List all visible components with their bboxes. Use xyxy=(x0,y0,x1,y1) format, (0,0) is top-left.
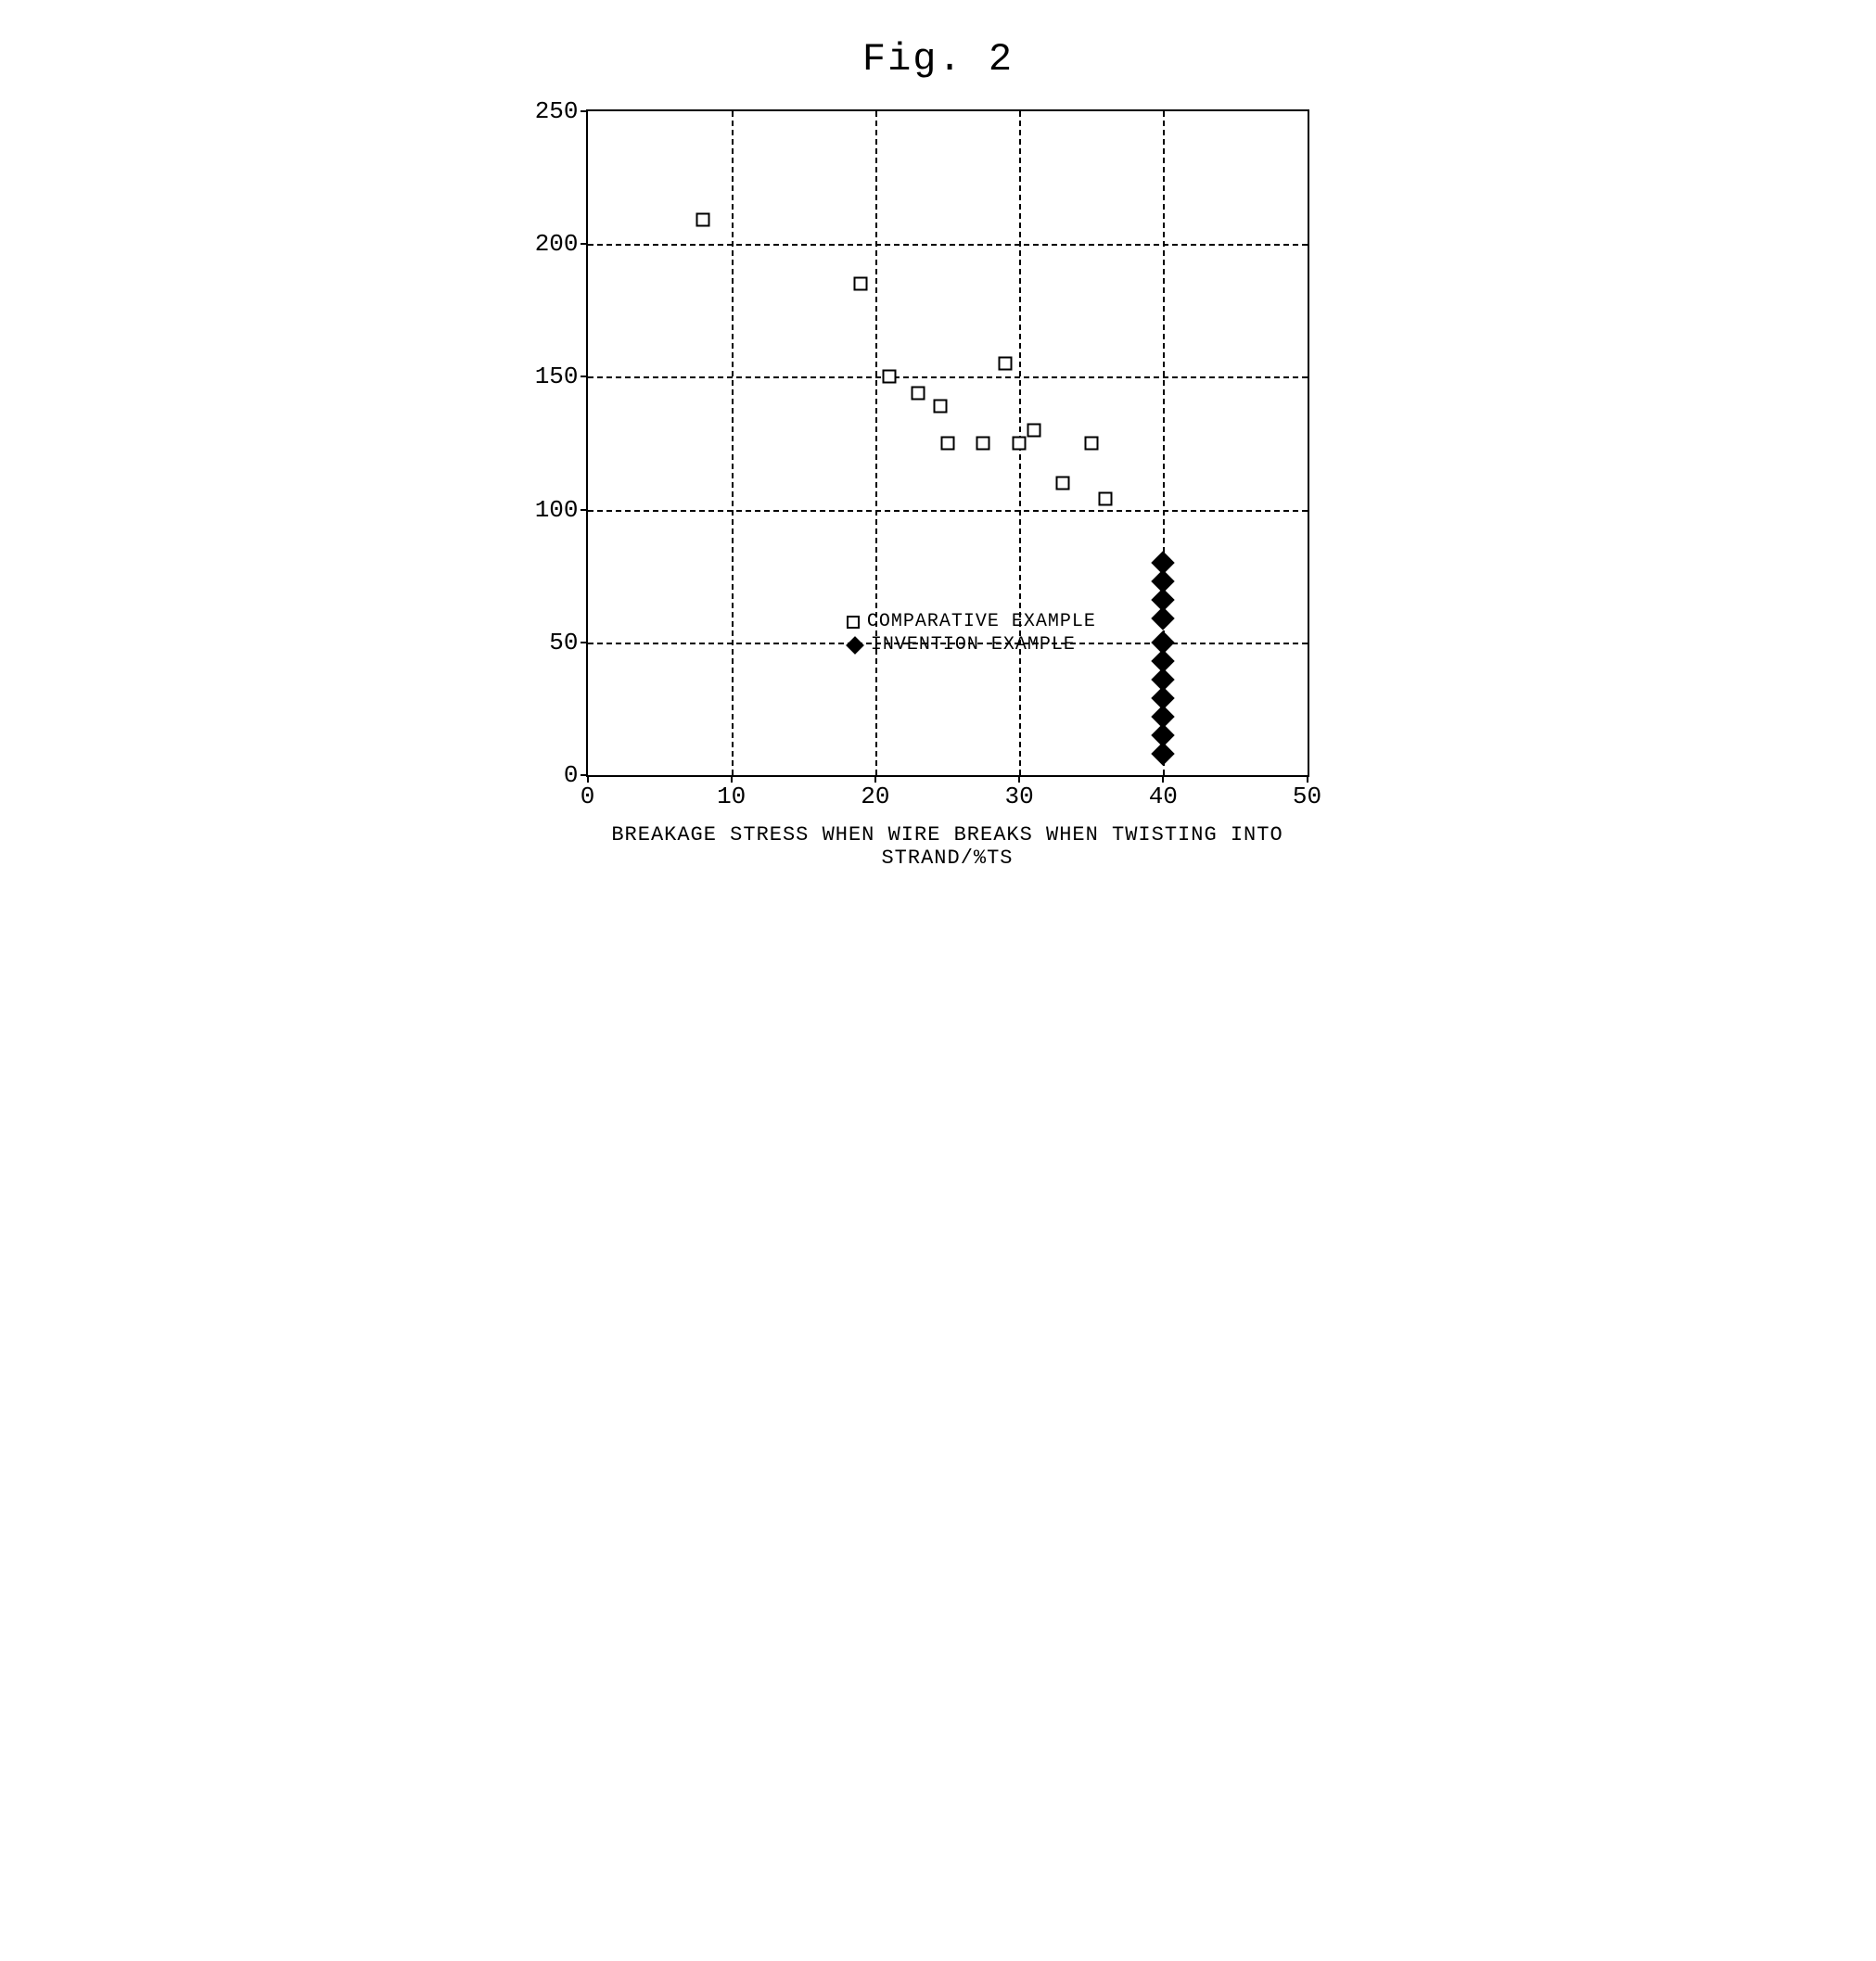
figure-container: Fig. 2 VOID NUMBER DENSITY/VOIDS/mm² 050… xyxy=(475,37,1402,870)
square-marker xyxy=(1055,476,1069,490)
diamond-icon xyxy=(846,636,864,655)
square-marker xyxy=(1013,437,1027,451)
ytick-label: 50 xyxy=(549,629,587,656)
ytick-label: 100 xyxy=(535,496,588,524)
gridline-vertical xyxy=(875,111,877,775)
xtick-label: 20 xyxy=(861,775,889,810)
square-marker xyxy=(854,277,868,291)
square-marker xyxy=(883,370,897,384)
square-marker xyxy=(998,357,1012,371)
xtick-label: 10 xyxy=(717,775,746,810)
ytick-label: 250 xyxy=(535,97,588,125)
x-axis-label: BREAKAGE STRESS WHEN WIRE BREAKS WHEN TW… xyxy=(586,823,1309,870)
square-marker xyxy=(976,437,990,451)
square-marker xyxy=(940,437,954,451)
chart-wrap: VOID NUMBER DENSITY/VOIDS/mm² 0501001502… xyxy=(586,109,1309,870)
square-marker xyxy=(1027,423,1040,437)
diamond-marker xyxy=(1152,606,1175,630)
legend: COMPARATIVE EXAMPLEINVENTION EXAMPLE xyxy=(847,609,1096,657)
xtick-label: 30 xyxy=(1004,775,1033,810)
legend-label: COMPARATIVE EXAMPLE xyxy=(867,611,1096,632)
gridline-vertical xyxy=(732,111,734,775)
gridline-horizontal xyxy=(588,376,1308,378)
xtick-label: 50 xyxy=(1293,775,1321,810)
square-marker xyxy=(1099,492,1113,506)
xtick-label: 0 xyxy=(581,775,595,810)
legend-label: INVENTION EXAMPLE xyxy=(871,634,1076,656)
plot-area: 05010015020025001020304050COMPARATIVE EX… xyxy=(586,109,1309,777)
square-icon xyxy=(847,616,860,629)
ytick-label: 150 xyxy=(535,363,588,390)
square-marker xyxy=(912,386,925,400)
square-marker xyxy=(696,213,709,227)
gridline-horizontal xyxy=(588,510,1308,512)
square-marker xyxy=(933,399,947,413)
legend-row: COMPARATIVE EXAMPLE xyxy=(847,611,1096,632)
figure-title: Fig. 2 xyxy=(475,37,1402,82)
legend-row: INVENTION EXAMPLE xyxy=(847,634,1096,656)
gridline-horizontal xyxy=(588,244,1308,246)
xtick-label: 40 xyxy=(1149,775,1178,810)
diamond-marker xyxy=(1152,742,1175,765)
ytick-label: 200 xyxy=(535,230,588,258)
square-marker xyxy=(1084,437,1098,451)
